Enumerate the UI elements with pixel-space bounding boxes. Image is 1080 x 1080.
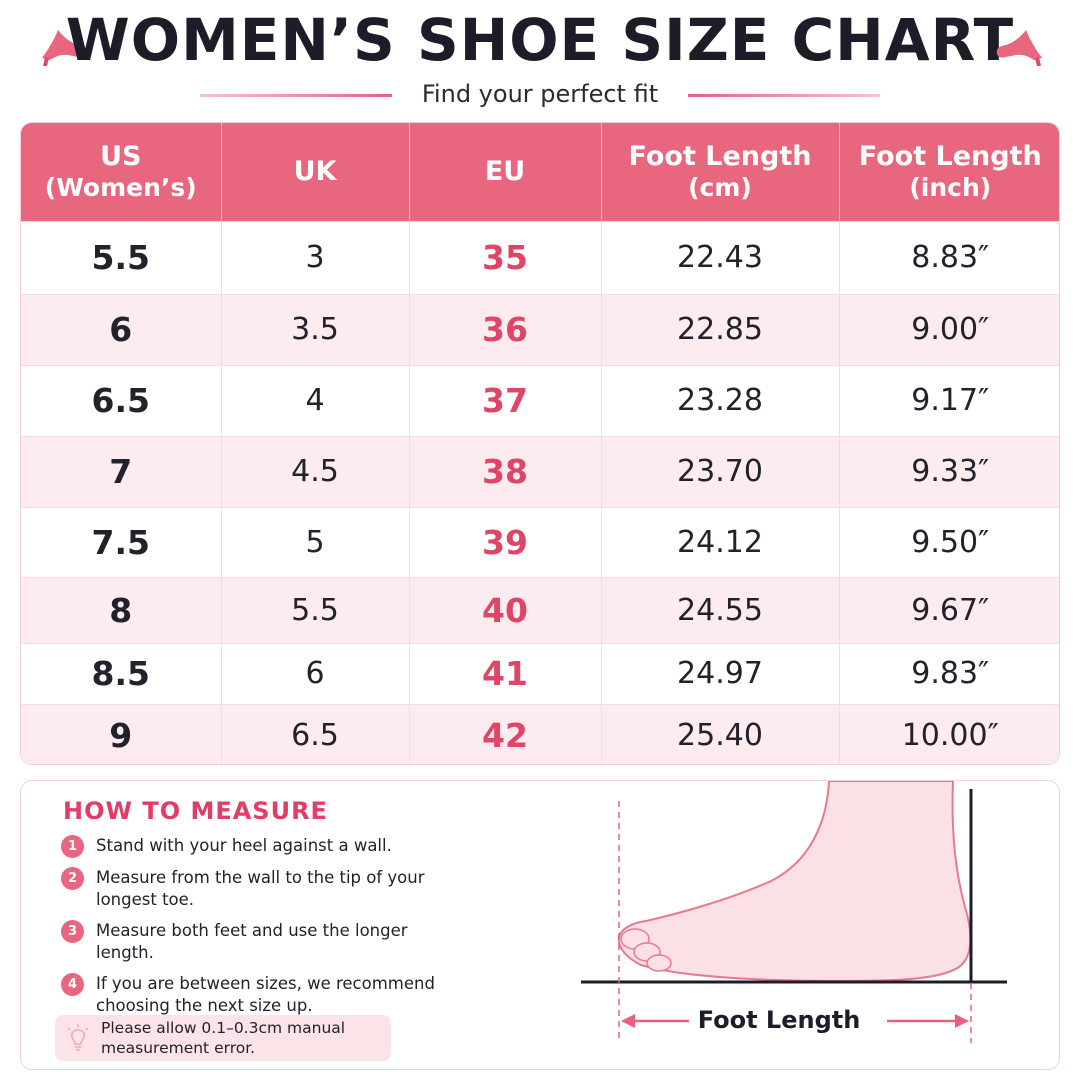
note-text: Please allow 0.1–0.3cm manual measuremen… [101, 1018, 386, 1058]
step-text: If you are between sizes, we recommend c… [96, 973, 441, 1017]
title-row: WOMEN’S SHOE SIZE CHART [0, 0, 1080, 82]
size-table: US (Women’s) UK EU Foot Length (cm) Foot… [20, 122, 1060, 765]
cell-eu-size: 38 [409, 436, 601, 507]
cell-eu-size: 42 [409, 704, 601, 765]
column-header-eu: EU [409, 123, 601, 221]
cell-foot-length-cm: 22.85 [601, 294, 839, 365]
cell-eu-size: 39 [409, 507, 601, 577]
cell-uk-size: 5 [221, 507, 409, 577]
cell-foot-length-inch: 9.33″ [839, 436, 1060, 507]
cell-foot-length-cm: 24.97 [601, 643, 839, 704]
foot-length-label: Foot Length [689, 1006, 869, 1034]
subtitle: Find your perfect fit [0, 80, 1080, 108]
step-number-badge: 4 [61, 973, 84, 996]
cell-us-size: 8.5 [21, 643, 221, 704]
cell-foot-length-cm: 23.28 [601, 365, 839, 436]
list-item: 4 If you are between sizes, we recommend… [61, 973, 441, 1017]
step-text: Measure both feet and use the longer len… [96, 920, 441, 964]
column-header-foot-length-inch: Foot Length (inch) [839, 123, 1060, 221]
cell-us-size: 8 [21, 577, 221, 643]
cell-foot-length-inch: 9.67″ [839, 577, 1060, 643]
column-header-foot-length-cm: Foot Length (cm) [601, 123, 839, 221]
cell-foot-length-inch: 9.50″ [839, 507, 1060, 577]
cell-uk-size: 3 [221, 221, 409, 294]
measure-title: HOW TO MEASURE [63, 797, 328, 825]
table-row: 5.5 3 35 22.43 8.83″ [21, 221, 1060, 294]
cell-foot-length-cm: 24.55 [601, 577, 839, 643]
table-row: 9 6.5 42 25.40 10.00″ [21, 704, 1060, 765]
divider-right [688, 94, 880, 97]
table-header-row: US (Women’s) UK EU Foot Length (cm) Foot… [21, 123, 1060, 221]
cell-us-size: 6 [21, 294, 221, 365]
list-item: 2 Measure from the wall to the tip of yo… [61, 867, 441, 911]
subtitle-row: Find your perfect fit [0, 80, 1080, 112]
table-row: 6.5 4 37 23.28 9.17″ [21, 365, 1060, 436]
table-row: 8.5 6 41 24.97 9.83″ [21, 643, 1060, 704]
page-title: WOMEN’S SHOE SIZE CHART [0, 6, 1080, 74]
step-number-badge: 3 [61, 920, 84, 943]
column-header-uk: UK [221, 123, 409, 221]
cell-us-size: 7 [21, 436, 221, 507]
step-text: Measure from the wall to the tip of your… [96, 867, 441, 911]
cell-foot-length-inch: 9.17″ [839, 365, 1060, 436]
table-row: 7.5 5 39 24.12 9.50″ [21, 507, 1060, 577]
cell-foot-length-inch: 9.83″ [839, 643, 1060, 704]
cell-uk-size: 4.5 [221, 436, 409, 507]
cell-uk-size: 6.5 [221, 704, 409, 765]
cell-eu-size: 36 [409, 294, 601, 365]
list-item: 1 Stand with your heel against a wall. [61, 835, 441, 858]
cell-uk-size: 6 [221, 643, 409, 704]
cell-foot-length-inch: 10.00″ [839, 704, 1060, 765]
cell-foot-length-cm: 24.12 [601, 507, 839, 577]
step-text: Stand with your heel against a wall. [96, 835, 392, 857]
cell-foot-length-cm: 22.43 [601, 221, 839, 294]
cell-foot-length-inch: 9.00″ [839, 294, 1060, 365]
cell-eu-size: 40 [409, 577, 601, 643]
lightbulb-icon [65, 1023, 91, 1053]
cell-us-size: 9 [21, 704, 221, 765]
how-to-measure-panel: HOW TO MEASURE 1 Stand with your heel ag… [20, 780, 1060, 1070]
table-row: 7 4.5 38 23.70 9.33″ [21, 436, 1060, 507]
measure-steps: 1 Stand with your heel against a wall. 2… [61, 835, 441, 1026]
cell-eu-size: 37 [409, 365, 601, 436]
cell-us-size: 6.5 [21, 365, 221, 436]
cell-foot-length-cm: 23.70 [601, 436, 839, 507]
measurement-note: Please allow 0.1–0.3cm manual measuremen… [55, 1015, 391, 1061]
cell-foot-length-inch: 8.83″ [839, 221, 1060, 294]
cell-us-size: 7.5 [21, 507, 221, 577]
table-row: 8 5.5 40 24.55 9.67″ [21, 577, 1060, 643]
step-number-badge: 1 [61, 835, 84, 858]
high-heel-icon [994, 20, 1046, 66]
cell-eu-size: 41 [409, 643, 601, 704]
cell-uk-size: 3.5 [221, 294, 409, 365]
cell-eu-size: 35 [409, 221, 601, 294]
step-number-badge: 2 [61, 867, 84, 890]
cell-us-size: 5.5 [21, 221, 221, 294]
cell-uk-size: 4 [221, 365, 409, 436]
column-header-us: US (Women’s) [21, 123, 221, 221]
cell-uk-size: 5.5 [221, 577, 409, 643]
table-row: 6 3.5 36 22.85 9.00″ [21, 294, 1060, 365]
list-item: 3 Measure both feet and use the longer l… [61, 920, 441, 964]
cell-foot-length-cm: 25.40 [601, 704, 839, 765]
